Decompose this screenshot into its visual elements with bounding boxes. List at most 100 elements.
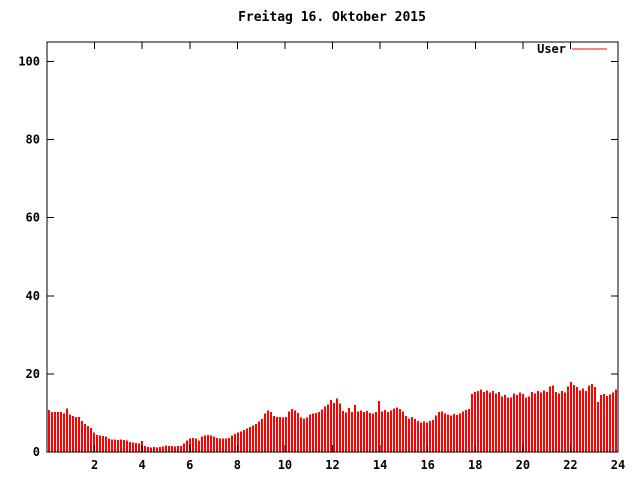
bar [507,397,509,452]
bar [513,393,515,452]
bar [531,391,533,452]
bar [564,392,566,452]
bar [573,384,575,452]
bar [66,408,68,452]
bar [369,413,371,452]
bar [135,443,137,452]
bar [414,419,416,452]
bar [273,416,275,452]
bar [543,390,545,452]
bar [411,417,413,452]
bar [267,410,269,452]
bar [465,409,467,452]
bar [240,431,242,452]
bar [483,391,485,452]
bar [306,417,308,452]
bar [288,411,290,452]
bar [168,445,170,452]
bar [78,416,80,452]
bar [474,391,476,452]
bar [153,446,155,452]
bar [312,413,314,452]
bar [381,411,383,452]
bar [354,405,356,452]
bar [438,412,440,452]
bar [399,409,401,452]
bar [468,409,470,452]
bar [264,413,266,452]
bar [387,412,389,452]
x-tick-label: 22 [563,458,577,472]
bar [426,422,428,452]
bar [87,426,89,452]
bar [441,411,443,452]
bar [378,401,380,452]
bar [192,437,194,452]
bar [234,434,236,452]
bar [555,391,557,452]
bar [579,390,581,452]
y-tick-label: 40 [26,289,40,303]
x-tick-label: 24 [611,458,625,472]
bar [357,411,359,452]
bar [183,443,185,452]
y-tick-label: 60 [26,211,40,225]
x-tick-label: 10 [278,458,292,472]
bar [156,447,158,452]
bar [279,416,281,452]
bar [345,412,347,452]
bar [204,435,206,452]
bar [546,391,548,452]
bar [114,439,116,452]
bar [552,385,554,452]
bar [162,446,164,452]
bar [396,407,398,452]
bar [489,392,491,452]
bar [351,412,353,452]
bar [324,406,326,452]
bar [462,411,464,452]
bar [195,438,197,452]
bar [528,396,530,452]
x-tick-label: 12 [325,458,339,472]
bar [432,420,434,452]
bar [537,391,539,452]
bar [222,438,224,452]
plot-border [46,41,619,453]
bar [96,434,98,452]
bar [534,393,536,452]
y-tick-label: 0 [33,445,40,459]
bar [549,386,551,452]
bar [597,402,599,452]
bar [336,398,338,452]
bar [606,395,608,452]
bar [249,427,251,452]
bar [450,415,452,452]
bar [330,400,332,452]
bar [405,416,407,452]
bar [333,402,335,452]
bar [237,432,239,452]
bar [54,411,56,452]
bar [297,413,299,452]
bar [294,410,296,452]
bar [525,397,527,452]
bar [486,390,488,452]
x-tick-label: 4 [139,458,146,472]
bar [588,385,590,452]
x-tick-label: 14 [373,458,387,472]
bar [228,437,230,452]
bar [252,425,254,452]
bar [519,392,521,452]
bar [360,410,362,452]
bar [147,446,149,452]
bar [594,387,596,452]
bar [498,391,500,452]
bar [60,411,62,452]
x-tick-label: 16 [420,458,434,472]
bar [384,409,386,452]
bar [615,389,617,452]
bar [51,412,53,452]
